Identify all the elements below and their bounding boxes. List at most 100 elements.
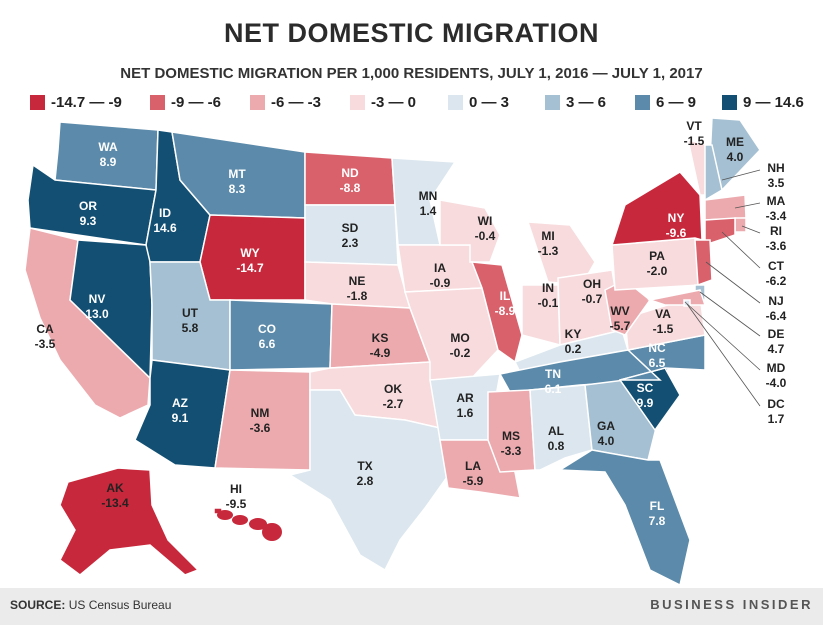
leader-line-md — [684, 301, 761, 371]
state-value-tx: 2.8 — [357, 474, 374, 488]
state-shape-hi-island — [249, 518, 267, 530]
state-value-oh: -0.7 — [582, 292, 603, 306]
state-abbr-fl: FL — [650, 499, 665, 513]
state-value-dc: 1.7 — [768, 412, 785, 426]
state-value-or: 9.3 — [80, 214, 97, 228]
state-shape-ny — [610, 171, 703, 246]
state-shape-hi-island — [217, 510, 233, 520]
state-abbr-tx: TX — [357, 459, 372, 473]
state-shape-nj — [694, 239, 713, 287]
state-value-de: 4.7 — [768, 342, 785, 356]
state-abbr-ga: GA — [597, 419, 615, 433]
state-abbr-va: VA — [655, 307, 671, 321]
leader-line-dc — [686, 303, 761, 407]
state-abbr-ca: CA — [36, 322, 54, 336]
state-abbr-wa: WA — [98, 140, 118, 154]
state-value-id: 14.6 — [153, 221, 177, 235]
state-value-la: -5.9 — [463, 474, 484, 488]
state-shape-sd — [304, 204, 399, 266]
state-abbr-ny: NY — [668, 211, 685, 225]
state-abbr-ak: AK — [106, 481, 124, 495]
footer: SOURCE: US Census Bureau BUSINESS INSIDE… — [0, 588, 823, 625]
legend-swatch — [150, 94, 165, 110]
legend-item: 9 — 14.6 — [722, 92, 804, 112]
state-shape-dc — [683, 299, 691, 307]
leader-line-ma — [734, 202, 761, 209]
state-value-nh: 3.5 — [768, 176, 785, 190]
state-abbr-ia: IA — [434, 261, 446, 275]
state-value-il: -8.9 — [495, 304, 516, 318]
legend-item: 3 — 6 — [545, 92, 606, 112]
state-shape-ct — [704, 217, 736, 247]
state-shape-ri — [734, 217, 747, 233]
state-abbr-sd: SD — [342, 221, 359, 235]
state-abbr-tn: TN — [545, 367, 561, 381]
state-value-nd: -8.8 — [340, 181, 361, 195]
state-value-wi: -0.4 — [475, 229, 496, 243]
state-value-mo: -0.2 — [450, 346, 471, 360]
state-abbr-nj: NJ — [768, 294, 783, 308]
state-abbr-or: OR — [79, 199, 97, 213]
state-abbr-wi: WI — [478, 214, 493, 228]
state-abbr-id: ID — [159, 206, 171, 220]
state-abbr-ut: UT — [182, 306, 199, 320]
legend-label: 0 — 3 — [469, 93, 510, 111]
state-value-wy: -14.7 — [236, 261, 264, 275]
state-abbr-al: AL — [548, 424, 564, 438]
state-abbr-ar: AR — [456, 391, 474, 405]
legend-swatch — [250, 94, 265, 110]
state-abbr-mi: MI — [541, 229, 554, 243]
state-value-tn: 6.1 — [545, 382, 562, 396]
leader-line-nh — [721, 169, 761, 181]
state-value-va: -1.5 — [653, 322, 674, 336]
state-shape-co — [229, 299, 333, 371]
state-abbr-ma: MA — [767, 194, 786, 208]
leader-lines — [684, 169, 761, 407]
state-value-ne: -1.8 — [347, 289, 368, 303]
state-value-nj: -6.4 — [766, 309, 787, 323]
state-value-ar: 1.6 — [457, 406, 474, 420]
state-abbr-me: ME — [726, 135, 744, 149]
state-abbr-nv: NV — [89, 292, 106, 306]
state-value-az: 9.1 — [172, 411, 189, 425]
state-abbr-ky: KY — [565, 327, 582, 341]
legend-item: -3 — 0 — [350, 92, 416, 112]
state-value-wv: -5.7 — [610, 319, 631, 333]
state-value-vt: -1.5 — [684, 134, 705, 148]
state-value-ga: 4.0 — [598, 434, 615, 448]
state-shape-nm — [214, 369, 311, 471]
state-abbr-la: LA — [465, 459, 481, 473]
state-shape-hi-island — [262, 523, 282, 541]
legend-swatch — [722, 94, 737, 110]
legend-label: 6 — 9 — [656, 93, 697, 111]
state-abbr-wv: WV — [610, 304, 629, 318]
state-abbr-in: IN — [542, 281, 554, 295]
legend-label: -3 — 0 — [371, 93, 417, 111]
state-shape-nh — [704, 144, 723, 202]
legend-swatch — [350, 94, 365, 110]
state-abbr-ne: NE — [349, 274, 366, 288]
state-value-nv: 13.0 — [85, 307, 109, 321]
state-value-sc: 9.9 — [637, 396, 654, 410]
state-value-mn: 1.4 — [420, 204, 437, 218]
leader-line-ct — [721, 231, 761, 269]
state-abbr-nd: ND — [341, 166, 359, 180]
state-value-sd: 2.3 — [342, 236, 359, 250]
state-value-ak: -13.4 — [101, 496, 129, 510]
state-shape-ma — [704, 194, 747, 221]
state-value-fl: 7.8 — [649, 514, 666, 528]
state-value-ia: -0.9 — [430, 276, 451, 290]
legend-item: -6 — -3 — [250, 92, 321, 112]
state-abbr-co: CO — [258, 322, 276, 336]
state-value-ms: -3.3 — [501, 444, 522, 458]
state-value-pa: -2.0 — [647, 264, 668, 278]
state-value-me: 4.0 — [727, 150, 744, 164]
state-abbr-dc: DC — [767, 397, 785, 411]
state-abbr-nh: NH — [767, 161, 784, 175]
state-abbr-vt: VT — [686, 119, 702, 133]
state-value-mt: 8.3 — [229, 182, 246, 196]
state-abbr-sc: SC — [637, 381, 654, 395]
state-shape-ak — [59, 467, 200, 576]
state-abbr-oh: OH — [583, 277, 601, 291]
